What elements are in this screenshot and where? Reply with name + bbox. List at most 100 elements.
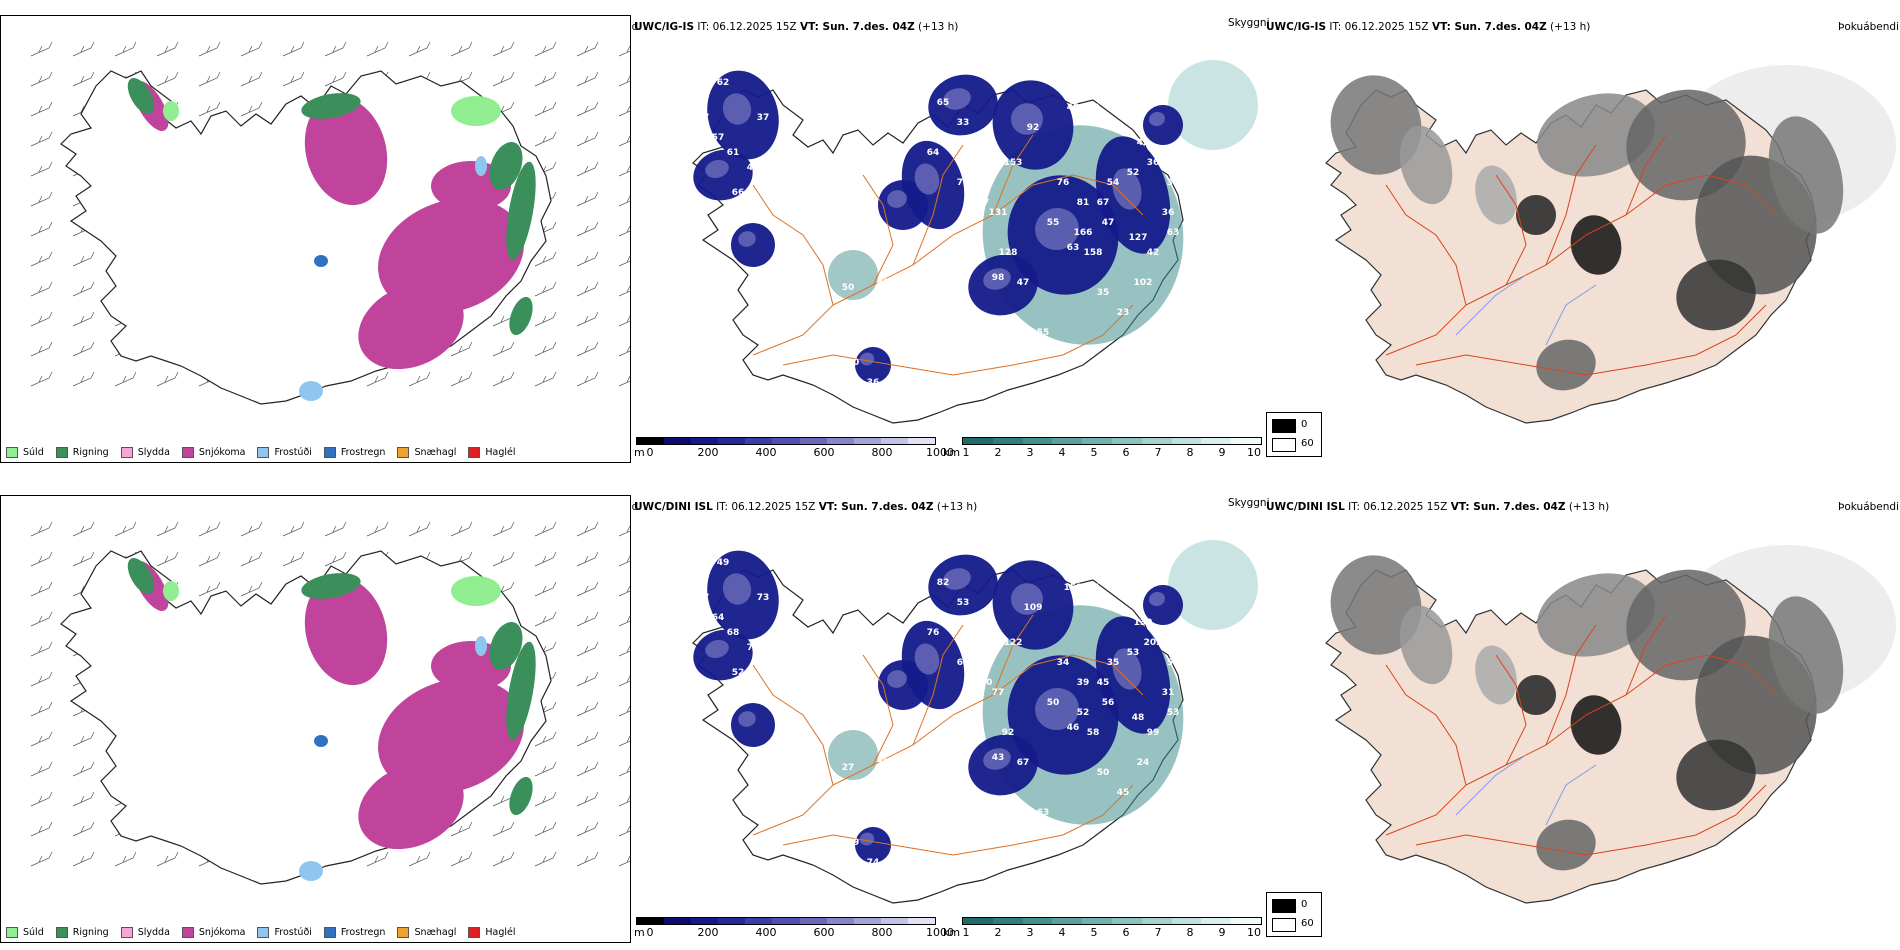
legend-item: Snæhagl xyxy=(397,447,456,458)
wind-barb xyxy=(492,371,515,387)
cloud-height-label: 61 xyxy=(727,148,740,158)
field-area xyxy=(1168,540,1258,630)
cloud-height-label: 42 xyxy=(1147,248,1160,258)
cloud-height-label: 109 xyxy=(1024,603,1043,613)
colorbar-segment xyxy=(907,918,936,924)
cloud-height-label: 35 xyxy=(1097,288,1110,298)
wind-barb xyxy=(324,71,347,87)
height-tick: 400 xyxy=(755,926,777,939)
field-area xyxy=(489,621,523,671)
model-name: UWC/DINI ISL xyxy=(1266,501,1345,513)
wind-barb xyxy=(30,851,53,867)
cloud-height-label: 97 xyxy=(977,198,990,208)
height-tick: 600 xyxy=(813,926,835,939)
cloud-height-label: 92 xyxy=(1027,123,1040,133)
colorbar-segment xyxy=(880,918,908,924)
cloud-height-label: 130 xyxy=(1134,618,1153,628)
colorbar-segment xyxy=(1171,438,1202,444)
height-unit: m xyxy=(634,446,645,459)
visibility-tick: 4 xyxy=(1058,446,1066,459)
legend-label: Frostúði xyxy=(274,927,312,938)
cloud-height-label: 36 xyxy=(1162,208,1175,218)
visibility-unit: km xyxy=(943,446,961,459)
cloud-height-label: 48 xyxy=(767,658,780,668)
colorbar-segment xyxy=(992,918,1023,924)
visibility-tick: 2 xyxy=(994,926,1002,939)
colorbar-segment xyxy=(664,438,692,444)
height-tick: 600 xyxy=(813,446,835,459)
wind-barb xyxy=(72,761,95,777)
wind-barb xyxy=(30,251,53,267)
wind-barb xyxy=(72,341,95,357)
wind-barb xyxy=(240,101,263,117)
wind-barb xyxy=(534,101,557,117)
height-tick: 800 xyxy=(871,446,893,459)
wind-barb xyxy=(114,371,137,387)
legend-item: Frostúði xyxy=(257,447,312,458)
road-line xyxy=(782,784,1134,856)
fog-index-map xyxy=(1266,515,1896,915)
road-line xyxy=(752,174,1144,356)
cloud-height-label: 50 xyxy=(837,698,850,708)
field-area xyxy=(304,576,388,686)
river-line xyxy=(1455,754,1597,826)
legend-label: Súld xyxy=(23,447,44,458)
wind-barb xyxy=(30,761,53,777)
field-area xyxy=(358,762,464,850)
wind-barb xyxy=(72,551,95,567)
cloud-height-label: 53 xyxy=(1127,648,1140,658)
cloud-height-label: 63 xyxy=(1037,808,1050,818)
field-area xyxy=(1149,111,1165,127)
cloud-height-label: 12 xyxy=(837,218,850,228)
cloud-height-label: 65 xyxy=(937,98,950,108)
wind-barb xyxy=(366,41,389,57)
wind-barb xyxy=(198,581,221,597)
cloud-height-label: 48 xyxy=(1067,103,1080,113)
cloud-height-label: 77 xyxy=(992,688,1005,698)
colorbar-segment xyxy=(826,918,854,924)
cloud-height-label: 158 xyxy=(1084,248,1103,258)
wind-barb xyxy=(30,311,53,327)
cloud-height-label: 64 xyxy=(712,613,725,623)
river-line xyxy=(1455,274,1597,346)
legend-swatch xyxy=(181,447,194,458)
cloud-height-label: 47 xyxy=(1102,218,1115,228)
cloud-height-label: 52 xyxy=(1077,708,1090,718)
colorbar-segment xyxy=(963,918,993,924)
wind-barb xyxy=(492,821,515,837)
wind-barb xyxy=(198,551,221,567)
field-area xyxy=(304,96,388,206)
legend-swatch xyxy=(6,447,18,458)
wind-barb xyxy=(576,851,599,867)
cloud-height-label: 47 xyxy=(697,113,710,123)
visibility-tick: 10 xyxy=(1247,926,1261,939)
cloud-height-label: 71 xyxy=(957,178,970,188)
field-area xyxy=(1537,573,1655,657)
wind-barb xyxy=(576,311,599,327)
wind-barb xyxy=(534,371,557,387)
field-area xyxy=(127,557,155,595)
cloud-height-label: 76 xyxy=(927,628,940,638)
wind-barb xyxy=(72,731,95,747)
wind-barb xyxy=(618,135,630,147)
cloud-height-label: 78 xyxy=(727,538,740,548)
fog-index-map xyxy=(1266,35,1896,435)
colorbar-segment xyxy=(637,918,665,924)
cloud-height-label: 37 xyxy=(757,113,770,123)
wind-barb xyxy=(114,41,137,57)
field-area xyxy=(1475,165,1517,225)
colorbar-segment xyxy=(853,918,881,924)
visibility-tick: 1 xyxy=(962,926,970,939)
colorbar-segment xyxy=(1141,438,1172,444)
cloud-height-label: 34 xyxy=(1057,658,1070,668)
field-area xyxy=(451,96,501,126)
wind-barb xyxy=(156,371,179,387)
cloud-height-label: 43 xyxy=(992,753,1005,763)
legend-item: Frostregn xyxy=(323,447,385,458)
colorbar-segment xyxy=(992,438,1023,444)
wind-barb xyxy=(30,131,53,147)
wind-barb xyxy=(282,521,305,537)
field-area xyxy=(1570,215,1622,275)
cloud-height-label: 35 xyxy=(1107,658,1120,668)
wind-barb xyxy=(450,341,473,357)
